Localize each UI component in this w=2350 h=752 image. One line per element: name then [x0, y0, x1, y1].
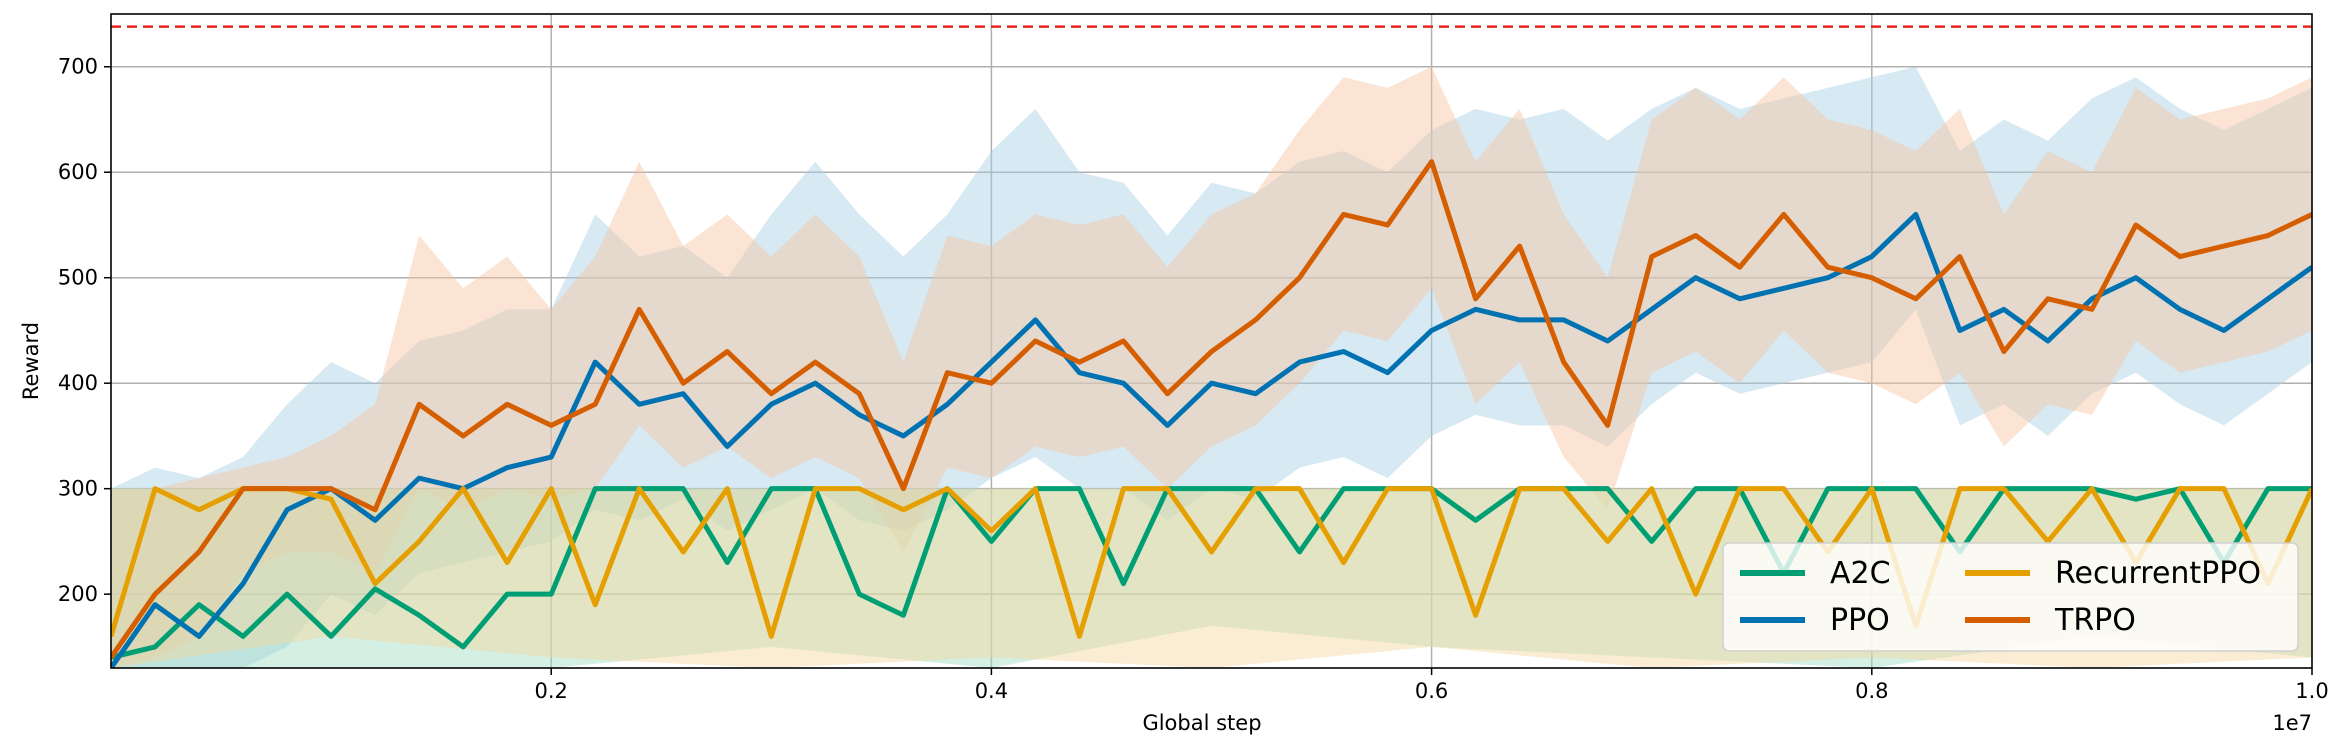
series-line-trpo [111, 159, 2312, 659]
x-tick-label: 1.0 [2295, 679, 2328, 703]
legend-box [1722, 542, 2299, 652]
x-axis-offset-label: 1e7 [2272, 711, 2312, 735]
y-tick-label: 300 [58, 477, 98, 501]
legend-label-recurrentppo: RecurrentPPO [2055, 556, 2261, 591]
y-axis-label: Reward [19, 322, 43, 400]
legend-label-ppo: PPO [1830, 603, 1890, 638]
legend: A2C RecurrentPPO PPO TRPO [1722, 542, 2299, 652]
series-line-ppo [111, 211, 2312, 668]
y-tick-label: 600 [58, 160, 98, 184]
y-tick-label: 500 [58, 266, 98, 290]
series-lines [111, 159, 2312, 668]
x-tick-label: 0.6 [1415, 679, 1448, 703]
y-tick-label: 400 [58, 371, 98, 395]
x-tick-label: 0.2 [534, 679, 567, 703]
series-line-recurrentppo [111, 486, 2312, 639]
axis-ticks: 0.2 0.4 0.6 0.8 1.0 200 300 400 500 600 700 [58, 55, 2329, 703]
x-axis-label: Global step [1142, 711, 1261, 735]
legend-label-a2c: A2C [1830, 556, 1891, 591]
y-tick-label: 200 [58, 582, 98, 606]
x-tick-label: 0.8 [1855, 679, 1888, 703]
band-trpo [111, 66, 2312, 668]
legend-label-trpo: TRPO [2054, 603, 2136, 638]
band-ppo [111, 66, 2312, 668]
y-tick-label: 700 [58, 55, 98, 79]
x-tick-label: 0.4 [975, 679, 1008, 703]
plot-frame [110, 13, 2313, 669]
